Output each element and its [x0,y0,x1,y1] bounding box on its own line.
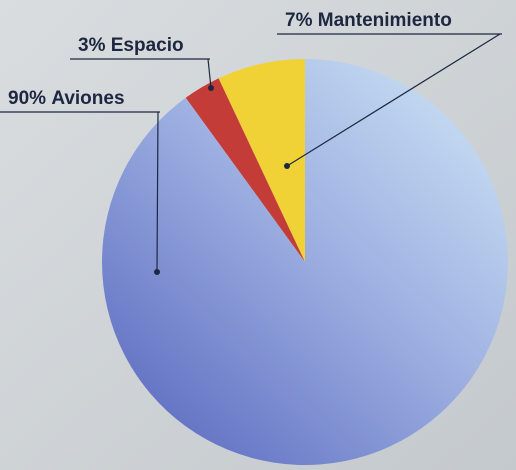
pie-slice [185,78,305,263]
value-label: 3% [78,35,106,56]
leader-dot [208,85,214,91]
leader-dot [154,269,160,275]
leader-dot [284,163,290,169]
slice-label: 3% Espacio [78,35,184,56]
labels: 7% Mantenimiento 3% Espacio 90% Aviones [0,10,502,275]
pie-slice [101,59,509,465]
category-label: Aviones [51,88,124,109]
value-label: 90% [8,88,46,109]
leader-line [156,111,159,273]
pie-slice [218,59,305,262]
leader-line [286,33,501,167]
slice-label: 7% Mantenimiento [285,10,452,31]
leader-line [207,58,212,89]
slice-label: 90% Aviones [8,88,125,109]
value-label: 7% [285,10,313,31]
category-label: Espacio [111,35,184,56]
pie [101,59,509,465]
category-label: Mantenimiento [318,10,452,31]
